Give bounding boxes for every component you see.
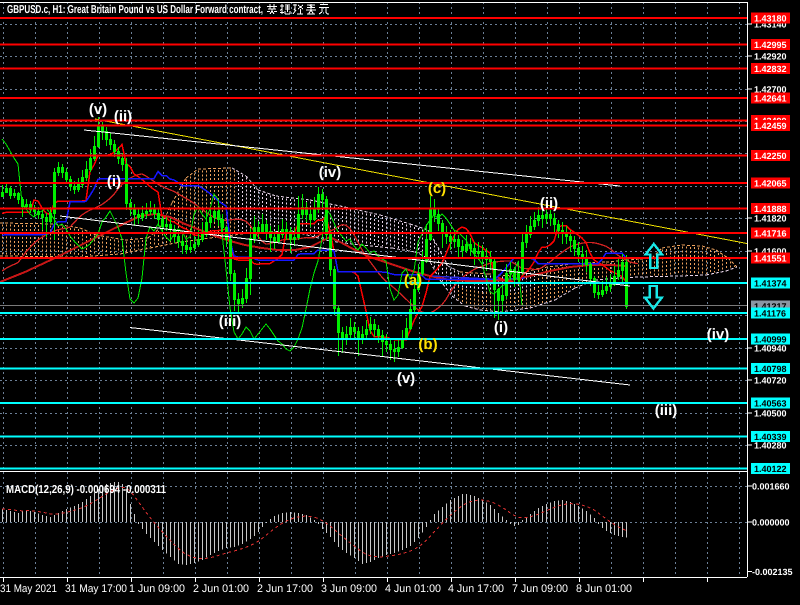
svg-text:0.001660: 0.001660 [752, 482, 790, 492]
svg-text:1.41217: 1.41217 [754, 302, 787, 312]
svg-text:1.42641: 1.42641 [754, 94, 787, 104]
svg-text:1.42459: 1.42459 [754, 121, 787, 131]
svg-text:(iii): (iii) [219, 313, 242, 330]
svg-text:1.41820: 1.41820 [754, 214, 787, 224]
svg-text:(iv): (iv) [707, 326, 730, 343]
svg-text:1.42250: 1.42250 [754, 151, 787, 161]
svg-text:(c): (c) [428, 180, 446, 197]
svg-text:1.40940: 1.40940 [754, 344, 787, 354]
svg-text:(v): (v) [89, 101, 107, 118]
svg-text:1.40122: 1.40122 [754, 464, 787, 474]
svg-text:(i): (i) [494, 319, 508, 336]
svg-text:-0.002135: -0.002135 [752, 567, 793, 577]
svg-text:1.41551: 1.41551 [754, 254, 787, 264]
svg-text:1.40720: 1.40720 [754, 376, 787, 386]
svg-text:1.40339: 1.40339 [754, 432, 787, 442]
svg-text:(ii): (ii) [540, 195, 558, 212]
svg-text:1.42920: 1.42920 [754, 52, 787, 62]
svg-text:1.41176: 1.41176 [754, 309, 786, 319]
svg-text:(v): (v) [397, 370, 415, 387]
svg-text:(iii): (iii) [655, 402, 678, 419]
svg-text:1.42700: 1.42700 [754, 85, 787, 95]
svg-text:MACD(12,26,9) -0.000694 -0.000: MACD(12,26,9) -0.000694 -0.000311 [6, 484, 167, 496]
svg-text:(ii): (ii) [114, 108, 132, 125]
svg-text:(iv): (iv) [319, 164, 342, 181]
svg-text:31 May 2021: 31 May 2021 [0, 583, 57, 595]
svg-text:GBPUSD.c, H1: Great Britain P: GBPUSD.c, H1: Great Britain Pound vs US … [7, 4, 263, 16]
svg-text:(b): (b) [418, 336, 437, 353]
svg-text:2 Jun 01:00: 2 Jun 01:00 [193, 583, 249, 595]
svg-text:1 Jun 09:00: 1 Jun 09:00 [129, 583, 185, 595]
svg-text:1.42832: 1.42832 [754, 64, 787, 74]
svg-text:3 Jun 09:00: 3 Jun 09:00 [321, 583, 377, 595]
svg-text:(i): (i) [107, 173, 121, 190]
svg-text:1.41600: 1.41600 [754, 247, 787, 257]
svg-text:1.43140: 1.43140 [754, 20, 787, 30]
svg-text:7 Jun 09:00: 7 Jun 09:00 [512, 583, 568, 595]
svg-text:4 Jun 01:00: 4 Jun 01:00 [385, 583, 441, 595]
svg-text:1.42995: 1.42995 [754, 40, 787, 50]
svg-text:4 Jun 17:00: 4 Jun 17:00 [448, 583, 504, 595]
svg-text:1.43180: 1.43180 [754, 14, 787, 24]
svg-text:1.41716: 1.41716 [754, 229, 787, 239]
svg-text:1.40500: 1.40500 [754, 409, 787, 419]
svg-text:1.40563: 1.40563 [754, 399, 787, 409]
svg-text:1.40798: 1.40798 [754, 364, 787, 374]
svg-text:1.41888: 1.41888 [754, 204, 787, 214]
svg-text:1.40280: 1.40280 [754, 441, 787, 451]
svg-text:(a): (a) [404, 272, 422, 289]
svg-text:8 Jun 01:00: 8 Jun 01:00 [576, 583, 632, 595]
svg-text:1.40999: 1.40999 [754, 335, 787, 345]
svg-text:1.41374: 1.41374 [754, 279, 787, 289]
svg-text:1.42065: 1.42065 [754, 179, 787, 189]
svg-text:31 May 17:00: 31 May 17:00 [65, 583, 127, 595]
svg-text:0.000000: 0.000000 [752, 518, 790, 528]
svg-text:2 Jun 17:00: 2 Jun 17:00 [257, 583, 313, 595]
